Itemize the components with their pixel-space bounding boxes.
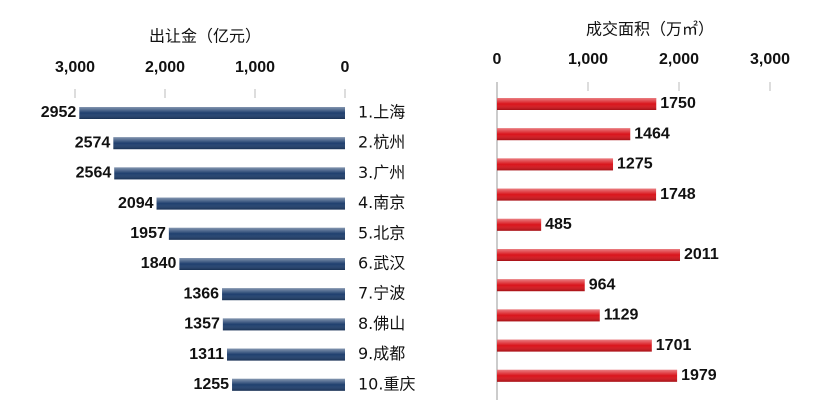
category-label: 3.广州 [358, 163, 405, 182]
value-label: 2952 [41, 104, 77, 121]
value-label: 2094 [118, 195, 154, 212]
category-label: 2.杭州 [358, 133, 405, 152]
bar-shade [497, 369, 678, 382]
value-label: 1275 [617, 156, 653, 173]
x-tick-label: 2,000 [659, 51, 699, 68]
bar-shade [497, 158, 614, 171]
value-label: 2564 [76, 165, 112, 182]
category-label: 8.佛山 [358, 314, 405, 333]
bar-shade [497, 339, 652, 352]
value-label: 1748 [660, 186, 696, 203]
right-title: 成交面积（万㎡） [586, 20, 714, 39]
x-tick-label: 3,000 [55, 59, 95, 76]
value-label: 964 [589, 276, 616, 293]
category-label: 10.重庆 [358, 374, 415, 393]
value-label: 1357 [184, 316, 220, 333]
value-label: 2011 [684, 246, 719, 263]
x-tick-label: 2,000 [145, 59, 185, 76]
value-label: 2574 [75, 134, 111, 151]
bar-shade [156, 197, 345, 210]
bar-shade [232, 378, 345, 391]
x-tick-label: 3,000 [750, 51, 790, 68]
bar-shade [497, 218, 542, 231]
bar-shade [497, 98, 657, 110]
value-label: 1957 [130, 225, 166, 242]
bar-shade [113, 137, 345, 150]
bar-shade [227, 348, 345, 361]
value-label: 1255 [193, 376, 229, 393]
value-label: 1840 [141, 255, 177, 272]
category-label: 6.武汉 [358, 254, 405, 273]
category-label: 7.宁波 [358, 284, 405, 303]
bar-shade [497, 309, 600, 322]
category-label: 4.南京 [358, 193, 405, 212]
bar-shade [79, 107, 345, 119]
value-label: 485 [545, 216, 572, 233]
bar-shade [179, 258, 345, 270]
left-title: 出让金（亿元） [149, 27, 261, 46]
category-label: 9.成都 [358, 344, 405, 363]
value-label: 1366 [183, 285, 219, 302]
bar-shade [497, 279, 585, 292]
bar-shade [497, 128, 631, 141]
value-label: 1701 [656, 337, 692, 354]
category-label: 5.北京 [358, 223, 405, 242]
value-label: 1129 [604, 307, 639, 324]
bar-shade [497, 249, 681, 261]
value-label: 1979 [681, 367, 717, 384]
bar-shade [497, 188, 657, 201]
value-label: 1311 [189, 346, 224, 363]
bar-shade [168, 227, 345, 240]
bar-shade [222, 288, 345, 301]
x-tick-label: 0 [341, 59, 350, 76]
bar-shade [222, 318, 345, 331]
bar-shade [114, 167, 346, 180]
category-label: 1.上海 [358, 103, 405, 122]
x-tick-label: 1,000 [235, 59, 275, 76]
value-label: 1750 [660, 95, 696, 112]
x-tick-label: 0 [493, 51, 502, 68]
value-label: 1464 [634, 125, 670, 142]
x-tick-label: 1,000 [568, 51, 608, 68]
